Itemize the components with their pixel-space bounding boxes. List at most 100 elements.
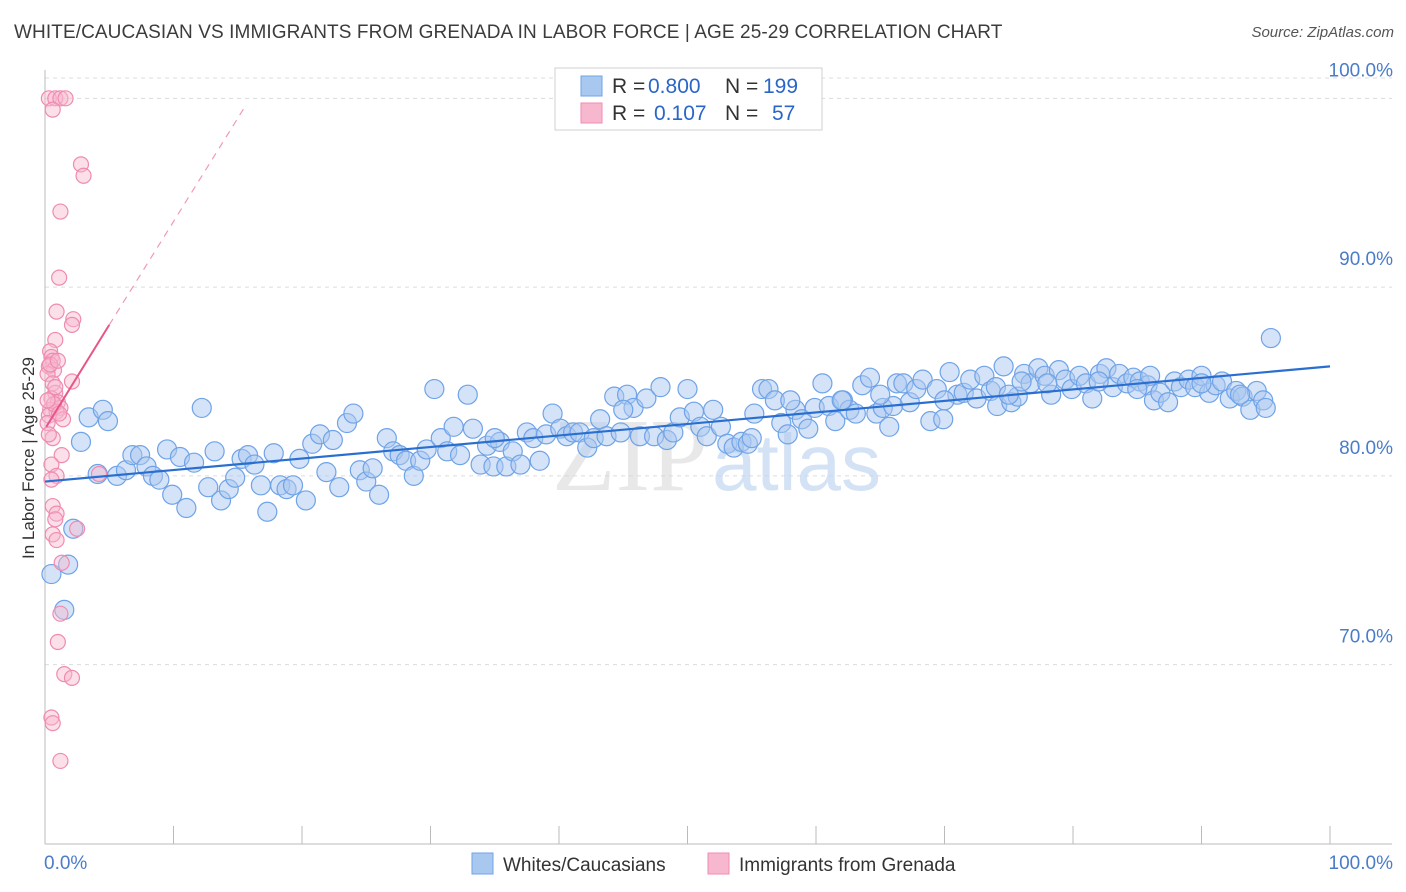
whites-point-4 xyxy=(70,431,92,452)
grenada-point-3 xyxy=(57,90,74,107)
series-legend: Whites/Caucasians Immigrants from Grenad… xyxy=(471,852,956,876)
whites-point-121 xyxy=(859,367,881,388)
whites-point-61 xyxy=(457,384,478,405)
grenada-point-4 xyxy=(44,101,61,118)
whites-point-193 xyxy=(613,399,634,420)
whites-point-55 xyxy=(416,439,437,460)
grenada-point-44 xyxy=(56,665,73,683)
grenada-point-35 xyxy=(44,497,61,515)
legend-r-value-2: 0.107 xyxy=(654,102,707,125)
grenada-point-45 xyxy=(63,669,81,686)
tick-labels: 70.0% 80.0% 90.0% 100.0% 0.0% 100.0% xyxy=(44,60,1393,874)
whites-point-37 xyxy=(295,490,316,511)
whites-point-141 xyxy=(993,356,1014,377)
whites-point-112 xyxy=(798,418,819,439)
trend-extension-1 xyxy=(108,105,246,326)
x-tick-label-0: 0.0% xyxy=(44,853,87,874)
whites-point-35 xyxy=(282,475,304,496)
whites-point-40 xyxy=(316,462,337,483)
bottom-legend-swatch-grenada xyxy=(707,852,730,875)
whites-point-30 xyxy=(250,475,271,496)
legend-n-label-1: N = xyxy=(725,75,758,98)
grenada-point-38 xyxy=(69,520,86,537)
x-tick-label-1: 100.0% xyxy=(1329,853,1394,874)
grenada-point-7 xyxy=(52,203,69,220)
whites-point-88 xyxy=(636,388,657,409)
grenada-point-18 xyxy=(39,365,56,383)
legend-swatch-pink xyxy=(580,102,603,124)
whites-point-42 xyxy=(329,477,350,498)
series-whites-points xyxy=(41,327,1281,621)
whites-point-94 xyxy=(677,378,698,400)
legend-n-label-2: N = xyxy=(725,102,758,125)
trend-lines xyxy=(44,105,1331,483)
whites-point-3 xyxy=(63,518,84,539)
whites-point-15 xyxy=(149,469,170,490)
whites-point-181 xyxy=(1011,371,1032,392)
grenada-point-34 xyxy=(90,465,108,483)
whites-point-31 xyxy=(257,501,278,522)
whites-point-104 xyxy=(744,403,765,424)
whites-point-97 xyxy=(696,426,717,447)
whites-point-180 xyxy=(1260,327,1281,349)
whites-point-23 xyxy=(204,441,225,462)
y-tick-label-1: 80.0% xyxy=(1339,438,1393,459)
y-tick-label-3: 100.0% xyxy=(1329,60,1394,81)
trend-line-1 xyxy=(45,324,111,428)
whites-point-60 xyxy=(449,445,471,466)
whites-point-198 xyxy=(1255,397,1276,419)
grenada-point-46 xyxy=(43,709,60,726)
whites-point-84 xyxy=(610,422,631,443)
whites-point-1 xyxy=(54,599,75,621)
whites-point-114 xyxy=(812,373,833,394)
whites-point-81 xyxy=(590,409,611,430)
grenada-point-9 xyxy=(48,303,65,320)
grenada-point-10 xyxy=(65,311,82,328)
whites-point-69 xyxy=(510,454,531,475)
grenada-point-36 xyxy=(48,505,65,522)
whites-point-124 xyxy=(879,416,900,437)
whites-point-90 xyxy=(650,377,671,398)
y-tick-label-2: 90.0% xyxy=(1339,249,1393,270)
whites-point-59 xyxy=(443,416,464,437)
grenada-point-37 xyxy=(47,511,64,528)
legend-n-value-1: 199 xyxy=(763,75,798,98)
trend-line-0 xyxy=(44,365,1331,483)
whites-point-154 xyxy=(1082,388,1103,409)
whites-point-56 xyxy=(424,378,445,400)
whites-point-129 xyxy=(912,369,933,390)
grenada-point-42 xyxy=(52,605,69,622)
whites-point-183 xyxy=(831,390,852,411)
grenada-point-41 xyxy=(53,554,70,571)
legend-n-value-2: 57 xyxy=(772,102,795,125)
whites-point-165 xyxy=(1157,392,1179,413)
whites-point-8 xyxy=(97,411,119,432)
y-axis-label: In Labor Force | Age 25-29 xyxy=(19,357,38,559)
whites-point-133 xyxy=(939,361,960,383)
bottom-legend-whites: Whites/Caucasians xyxy=(503,855,666,876)
grenada-point-47 xyxy=(44,715,61,732)
whites-point-195 xyxy=(870,384,891,405)
whites-point-22 xyxy=(198,477,219,498)
grenada-point-51 xyxy=(40,426,57,443)
whites-point-189 xyxy=(1139,365,1161,386)
legend-swatch-blue xyxy=(580,75,603,97)
bottom-legend-swatch-whites xyxy=(471,852,494,875)
whites-point-62 xyxy=(462,418,484,439)
grenada-point-48 xyxy=(52,752,69,770)
bottom-legend-grenada: Immigrants from Grenada xyxy=(739,855,956,876)
whites-point-29 xyxy=(244,454,265,475)
whites-point-26 xyxy=(225,467,246,488)
whites-point-98 xyxy=(703,399,724,420)
grenada-point-31 xyxy=(53,447,70,464)
whites-point-132 xyxy=(933,409,954,430)
whites-point-194 xyxy=(741,428,762,449)
whites-point-187 xyxy=(1037,373,1058,394)
whites-point-19 xyxy=(176,497,197,519)
legend-r-label-1: R = xyxy=(612,75,645,98)
grenada-point-52 xyxy=(49,352,66,369)
grenada-point-11 xyxy=(63,316,81,333)
whites-point-32 xyxy=(263,443,284,464)
whites-point-72 xyxy=(529,450,550,471)
grenada-point-6 xyxy=(75,167,92,184)
